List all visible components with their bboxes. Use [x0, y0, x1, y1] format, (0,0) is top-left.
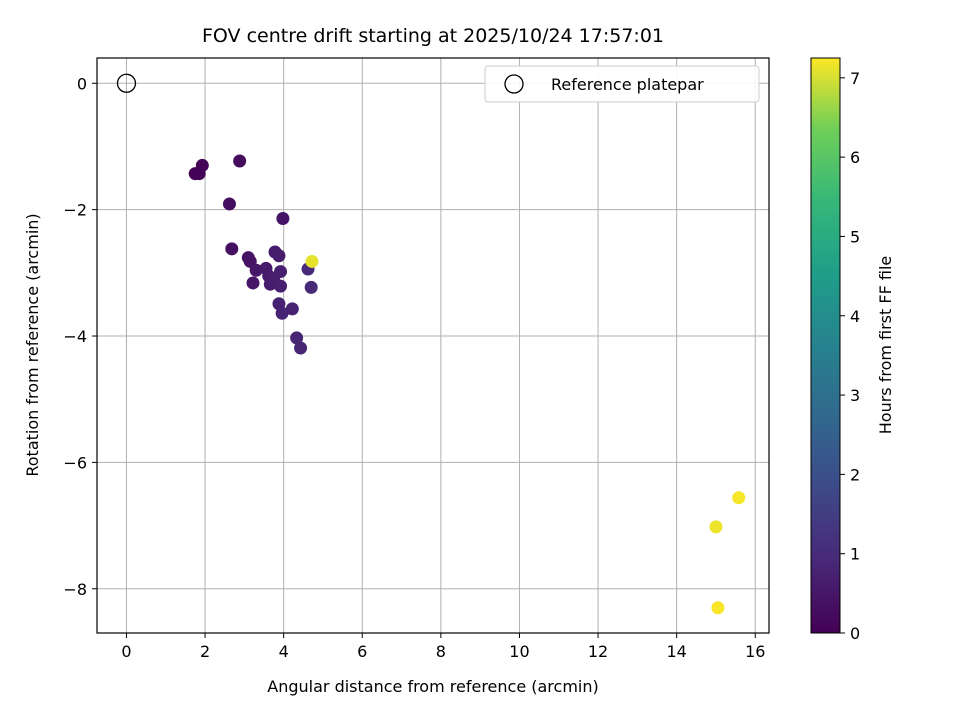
- x-tick-label: 4: [279, 642, 289, 661]
- colorbar-tick-label: 7: [850, 69, 860, 88]
- colorbar: 0 1 2 3 4 5 6 7 Hours from first FF file: [810, 57, 895, 643]
- colorbar-gradient: [811, 58, 840, 633]
- y-axis-label: Rotation from reference (arcmin): [23, 213, 42, 476]
- grid-lines: [97, 58, 769, 633]
- y-tick-label: −8: [63, 580, 87, 599]
- data-point: [272, 249, 286, 263]
- colorbar-tick-label: 0: [850, 624, 860, 643]
- y-tick-label: −6: [63, 453, 87, 472]
- data-point: [732, 491, 746, 505]
- x-tick-label: 14: [666, 642, 686, 661]
- x-tick-label: 0: [121, 642, 131, 661]
- data-points: [188, 154, 746, 615]
- data-point: [274, 279, 288, 293]
- colorbar-tick-label: 6: [850, 148, 860, 167]
- data-point: [275, 306, 289, 320]
- legend-marker-circle: [504, 74, 524, 94]
- data-point: [249, 263, 263, 277]
- colorbar-tick-label: 2: [850, 465, 860, 484]
- legend-label: Reference platepar: [551, 75, 704, 94]
- x-tick-label: 6: [357, 642, 367, 661]
- legend-box: [484, 65, 760, 103]
- data-point: [709, 520, 723, 534]
- x-tick-label: 10: [509, 642, 529, 661]
- colorbar-tick-label: 5: [850, 227, 860, 246]
- colorbar-frame: [810, 57, 841, 634]
- y-tick-label: −2: [63, 201, 87, 220]
- data-point: [195, 158, 209, 172]
- x-tick-label: 2: [200, 642, 210, 661]
- x-axis-ticks: 0 2 4 6 8 10 12 14 16: [121, 633, 765, 661]
- data-point: [233, 154, 247, 168]
- data-point: [711, 601, 725, 615]
- data-point: [246, 276, 260, 290]
- colorbar-tick-label: 1: [850, 545, 860, 564]
- legend: Reference platepar: [484, 65, 760, 103]
- data-point: [304, 280, 318, 294]
- data-point: [225, 242, 239, 256]
- data-point: [274, 265, 288, 279]
- data-point: [276, 211, 290, 225]
- colorbar-label: Hours from first FF file: [876, 256, 895, 435]
- y-axis-ticks: 0 −2 −4 −6 −8: [63, 74, 97, 599]
- data-point: [294, 341, 308, 355]
- x-tick-label: 12: [588, 642, 608, 661]
- x-tick-label: 8: [436, 642, 446, 661]
- y-tick-label: −4: [63, 327, 87, 346]
- data-point: [290, 331, 304, 345]
- y-tick-label: 0: [77, 74, 87, 93]
- colorbar-tick-label: 4: [850, 307, 860, 326]
- x-axis-label: Angular distance from reference (arcmin): [267, 677, 598, 696]
- reference-platepar-marker: [116, 73, 137, 93]
- colorbar-tick-label: 3: [850, 386, 860, 405]
- colorbar-ticks: 0 1 2 3 4 5 6 7: [840, 69, 860, 643]
- reference-marker-layer: [116, 73, 137, 93]
- data-point: [285, 302, 299, 316]
- data-point: [305, 254, 319, 268]
- plot-area-frame: [96, 57, 770, 634]
- chart-title: FOV centre drift starting at 2025/10/24 …: [202, 25, 664, 47]
- data-point: [222, 197, 236, 211]
- x-tick-label: 16: [745, 642, 765, 661]
